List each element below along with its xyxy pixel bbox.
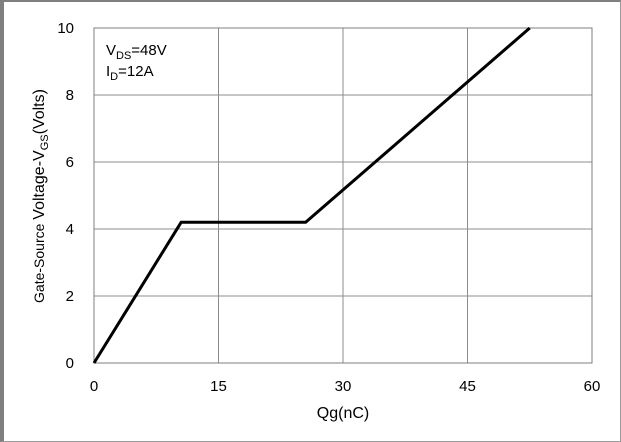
x-axis-title: Qg(nC) <box>317 405 369 422</box>
y-tick-label: 6 <box>66 154 74 171</box>
y-axis-title: Gate-Source Voltage-VGS(Volts) <box>31 89 51 303</box>
x-tick-label: 15 <box>210 378 227 395</box>
x-tick-label: 45 <box>459 378 476 395</box>
series-line <box>92 26 531 364</box>
plot-area-border <box>93 27 593 364</box>
x-tick-label: 0 <box>90 378 98 395</box>
y-tick-label: 8 <box>66 87 74 104</box>
y-tick-label: 2 <box>66 288 74 305</box>
x-tick-labels: 0 15 30 45 60 <box>90 378 601 395</box>
grid-lines <box>94 28 592 363</box>
x-tick-label: 30 <box>335 378 352 395</box>
annotation-id: ID=12A <box>106 63 154 83</box>
y-tick-label: 10 <box>57 20 74 37</box>
y-tick-label: 4 <box>66 221 74 238</box>
annotation-vds: VDS=48V <box>106 42 167 62</box>
y-tick-label: 0 <box>66 355 74 372</box>
y-tick-labels: 0 2 4 6 8 10 <box>57 20 74 372</box>
x-tick-label: 60 <box>584 378 601 395</box>
